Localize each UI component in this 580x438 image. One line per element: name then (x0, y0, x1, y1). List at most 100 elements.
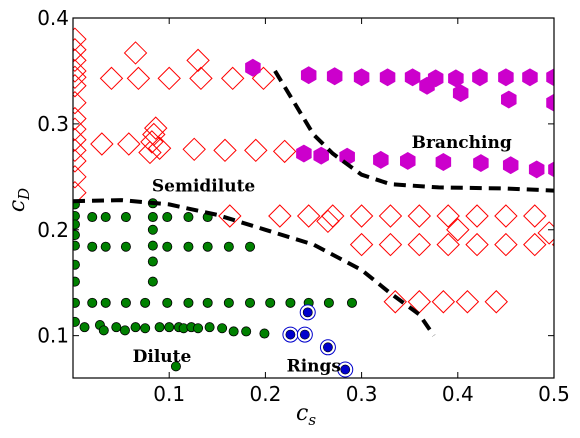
ringed-circle-point-1-dot (285, 329, 296, 340)
diamond-point-42 (494, 204, 518, 228)
diamond-point-3 (73, 59, 87, 83)
hexagon-point-7 (448, 69, 464, 88)
circle-point-10 (147, 212, 158, 223)
diamond-point-8 (73, 117, 87, 141)
circle-point-27 (223, 241, 234, 252)
diamond-point-9 (73, 128, 87, 152)
circle-point-32 (140, 297, 151, 308)
circle-point-15 (87, 212, 98, 223)
diamond-point-32 (272, 139, 297, 164)
diamond-point-41 (465, 204, 489, 228)
ringed-circle-point-0-dot (302, 307, 313, 318)
circle-point-8 (73, 316, 80, 327)
hexagon-point-21 (435, 153, 452, 171)
circle-point-28 (245, 241, 256, 252)
diamond-point-51 (465, 232, 489, 257)
diamond-point-47 (349, 232, 374, 257)
tick-labels: 0.1 0.2 0.3 0.4 0.5 0.1 0.2 0.3 0.4 (37, 6, 570, 406)
region-label-dilute: Dilute (133, 347, 192, 367)
x-axis-label: cs (296, 401, 316, 429)
hexagon-point-16 (296, 144, 312, 163)
diamond-point-4 (73, 65, 87, 90)
diamond-point-22 (144, 116, 168, 140)
hexagon-point-22 (473, 154, 489, 173)
diamond-point-40 (436, 204, 460, 228)
circle-point-18 (162, 212, 173, 223)
hexagon-series (245, 58, 554, 179)
y-axis-label-subscript: D (15, 188, 33, 201)
diamond-point-28 (147, 136, 172, 160)
y-tick-label: 0.4 (37, 6, 69, 30)
ringed-circle-point-3-dot (323, 342, 333, 353)
diamond-point-31 (244, 138, 268, 163)
hexagon-point-1 (300, 66, 317, 85)
diamond-point-16 (99, 66, 124, 91)
y-axis-label-main: c (5, 200, 30, 212)
circle-point-48 (130, 322, 141, 333)
circle-point-12 (147, 240, 158, 251)
hexagon-point-24 (528, 160, 545, 179)
circle-point-24 (162, 241, 173, 252)
diamond-point-46 (537, 221, 554, 245)
circle-point-59 (241, 326, 252, 337)
diamond-point-43 (523, 204, 547, 228)
diamond-point-26 (90, 132, 114, 156)
circle-point-33 (162, 297, 173, 308)
diamond-point-30 (213, 138, 237, 163)
hexagon-point-13 (452, 84, 469, 103)
diamond-point-55 (383, 290, 407, 314)
diamond-point-12 (73, 165, 87, 189)
circle-point-47 (119, 325, 130, 336)
ringed-circle-point-1 (282, 326, 299, 343)
circle-point-34 (183, 297, 194, 308)
circle-point-13 (147, 256, 158, 267)
diamond-point-2 (73, 48, 87, 73)
region-label-branching: Branching (412, 133, 512, 153)
x-tick-label: 0.5 (538, 382, 570, 406)
circle-point-4 (73, 240, 80, 251)
diamond-point-52 (494, 232, 518, 257)
diamond-point-11 (73, 149, 87, 173)
hexagon-point-10 (522, 68, 538, 87)
circle-point-55 (193, 323, 204, 334)
diamond-point-58 (455, 290, 480, 314)
hexagon-point-4 (379, 68, 396, 87)
region-label-semidilute: Semidilute (152, 177, 256, 197)
hexagon-point-12 (419, 76, 435, 95)
diamond-point-34 (268, 204, 292, 228)
diamond-point-24 (140, 130, 164, 154)
circle-point-50 (154, 322, 165, 333)
circle-point-25 (183, 241, 194, 252)
diamond-point-5 (73, 74, 87, 98)
region-annotations: Dilute Rings Semidilute Branching (133, 133, 512, 376)
diamond-point-1 (73, 38, 87, 62)
ringed-circle-point-2-dot (299, 329, 310, 340)
diamond-point-35 (296, 204, 321, 228)
circle-point-7 (73, 297, 80, 308)
circle-series (73, 198, 357, 372)
x-tick-label: 0.1 (153, 382, 185, 406)
x-axis-label-main: c (296, 401, 308, 426)
ringed-circle-series (282, 304, 354, 378)
diamond-point-14 (123, 41, 148, 65)
ringed-circle-point-0 (299, 304, 316, 321)
diamond-point-19 (189, 66, 213, 91)
diamond-point-54 (551, 242, 554, 247)
diamond-point-20 (220, 66, 245, 91)
ringed-circle-point-3 (319, 339, 336, 356)
diamond-point-29 (182, 137, 206, 162)
circle-point-3 (73, 230, 80, 241)
circle-point-36 (223, 297, 234, 308)
diamond-point-37 (349, 204, 374, 228)
y-tick-label: 0.1 (37, 324, 69, 348)
hexagon-point-5 (404, 68, 421, 87)
diamond-point-33 (218, 204, 242, 228)
x-tick-label: 0.4 (442, 382, 474, 406)
circle-point-45 (98, 325, 109, 336)
ringed-circle-point-4 (337, 361, 354, 378)
circle-point-19 (183, 212, 194, 223)
x-tick-label: 0.2 (249, 382, 281, 406)
circle-point-30 (100, 297, 111, 308)
circle-point-2 (73, 219, 80, 230)
